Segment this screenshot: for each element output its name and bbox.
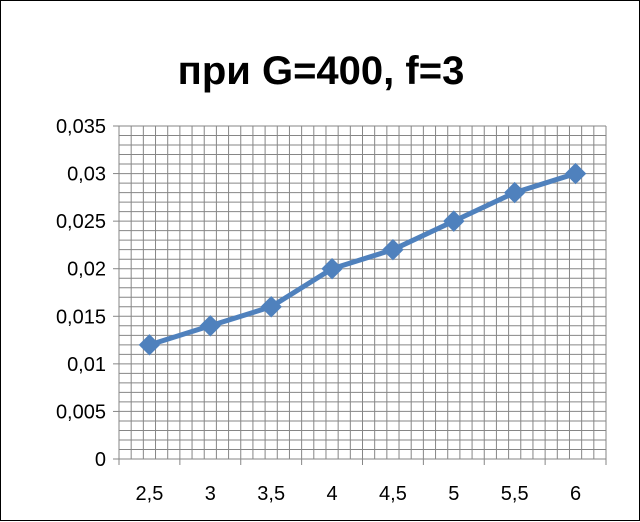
data-point-marker (138, 334, 161, 356)
y-tick-label: 0,025 (56, 211, 106, 233)
data-point-marker (564, 162, 587, 185)
data-point-marker (382, 238, 404, 261)
y-tick-label: 0,005 (56, 401, 106, 423)
x-tick-label: 4,5 (379, 483, 407, 505)
series-1 (138, 162, 587, 356)
gridlines (119, 125, 607, 459)
y-tick-label: 0 (95, 449, 106, 471)
x-axis-tick-labels: 2,5 3 3,5 4 4,5 5 5,5 6 (136, 483, 582, 505)
data-point-marker (443, 210, 465, 232)
y-axis-tick-labels: 0 0,005 0,01 0,015 0,02 0,025 0,03 0,035 (56, 116, 106, 471)
y-tick-label: 0,015 (56, 306, 106, 328)
x-tick-label: 5,5 (501, 483, 529, 505)
chart-title: при G=400, f=3 (177, 49, 465, 93)
y-tick-label: 0,035 (56, 116, 106, 138)
data-point-marker (321, 258, 343, 280)
y-tick-label: 0,01 (67, 354, 106, 376)
data-point-marker (199, 315, 222, 337)
y-tick-label: 0,03 (67, 164, 106, 186)
x-tick-label: 2,5 (136, 483, 164, 505)
data-point-marker (503, 181, 526, 204)
axes (113, 125, 607, 465)
x-tick-label: 6 (570, 483, 581, 505)
x-tick-label: 3 (205, 483, 216, 505)
series-line (146, 171, 579, 348)
x-tick-label: 3,5 (257, 483, 285, 505)
data-point-marker (260, 296, 282, 318)
x-tick-label: 4 (327, 483, 338, 505)
y-tick-label: 0,02 (67, 259, 106, 281)
x-tick-label: 5 (448, 483, 459, 505)
